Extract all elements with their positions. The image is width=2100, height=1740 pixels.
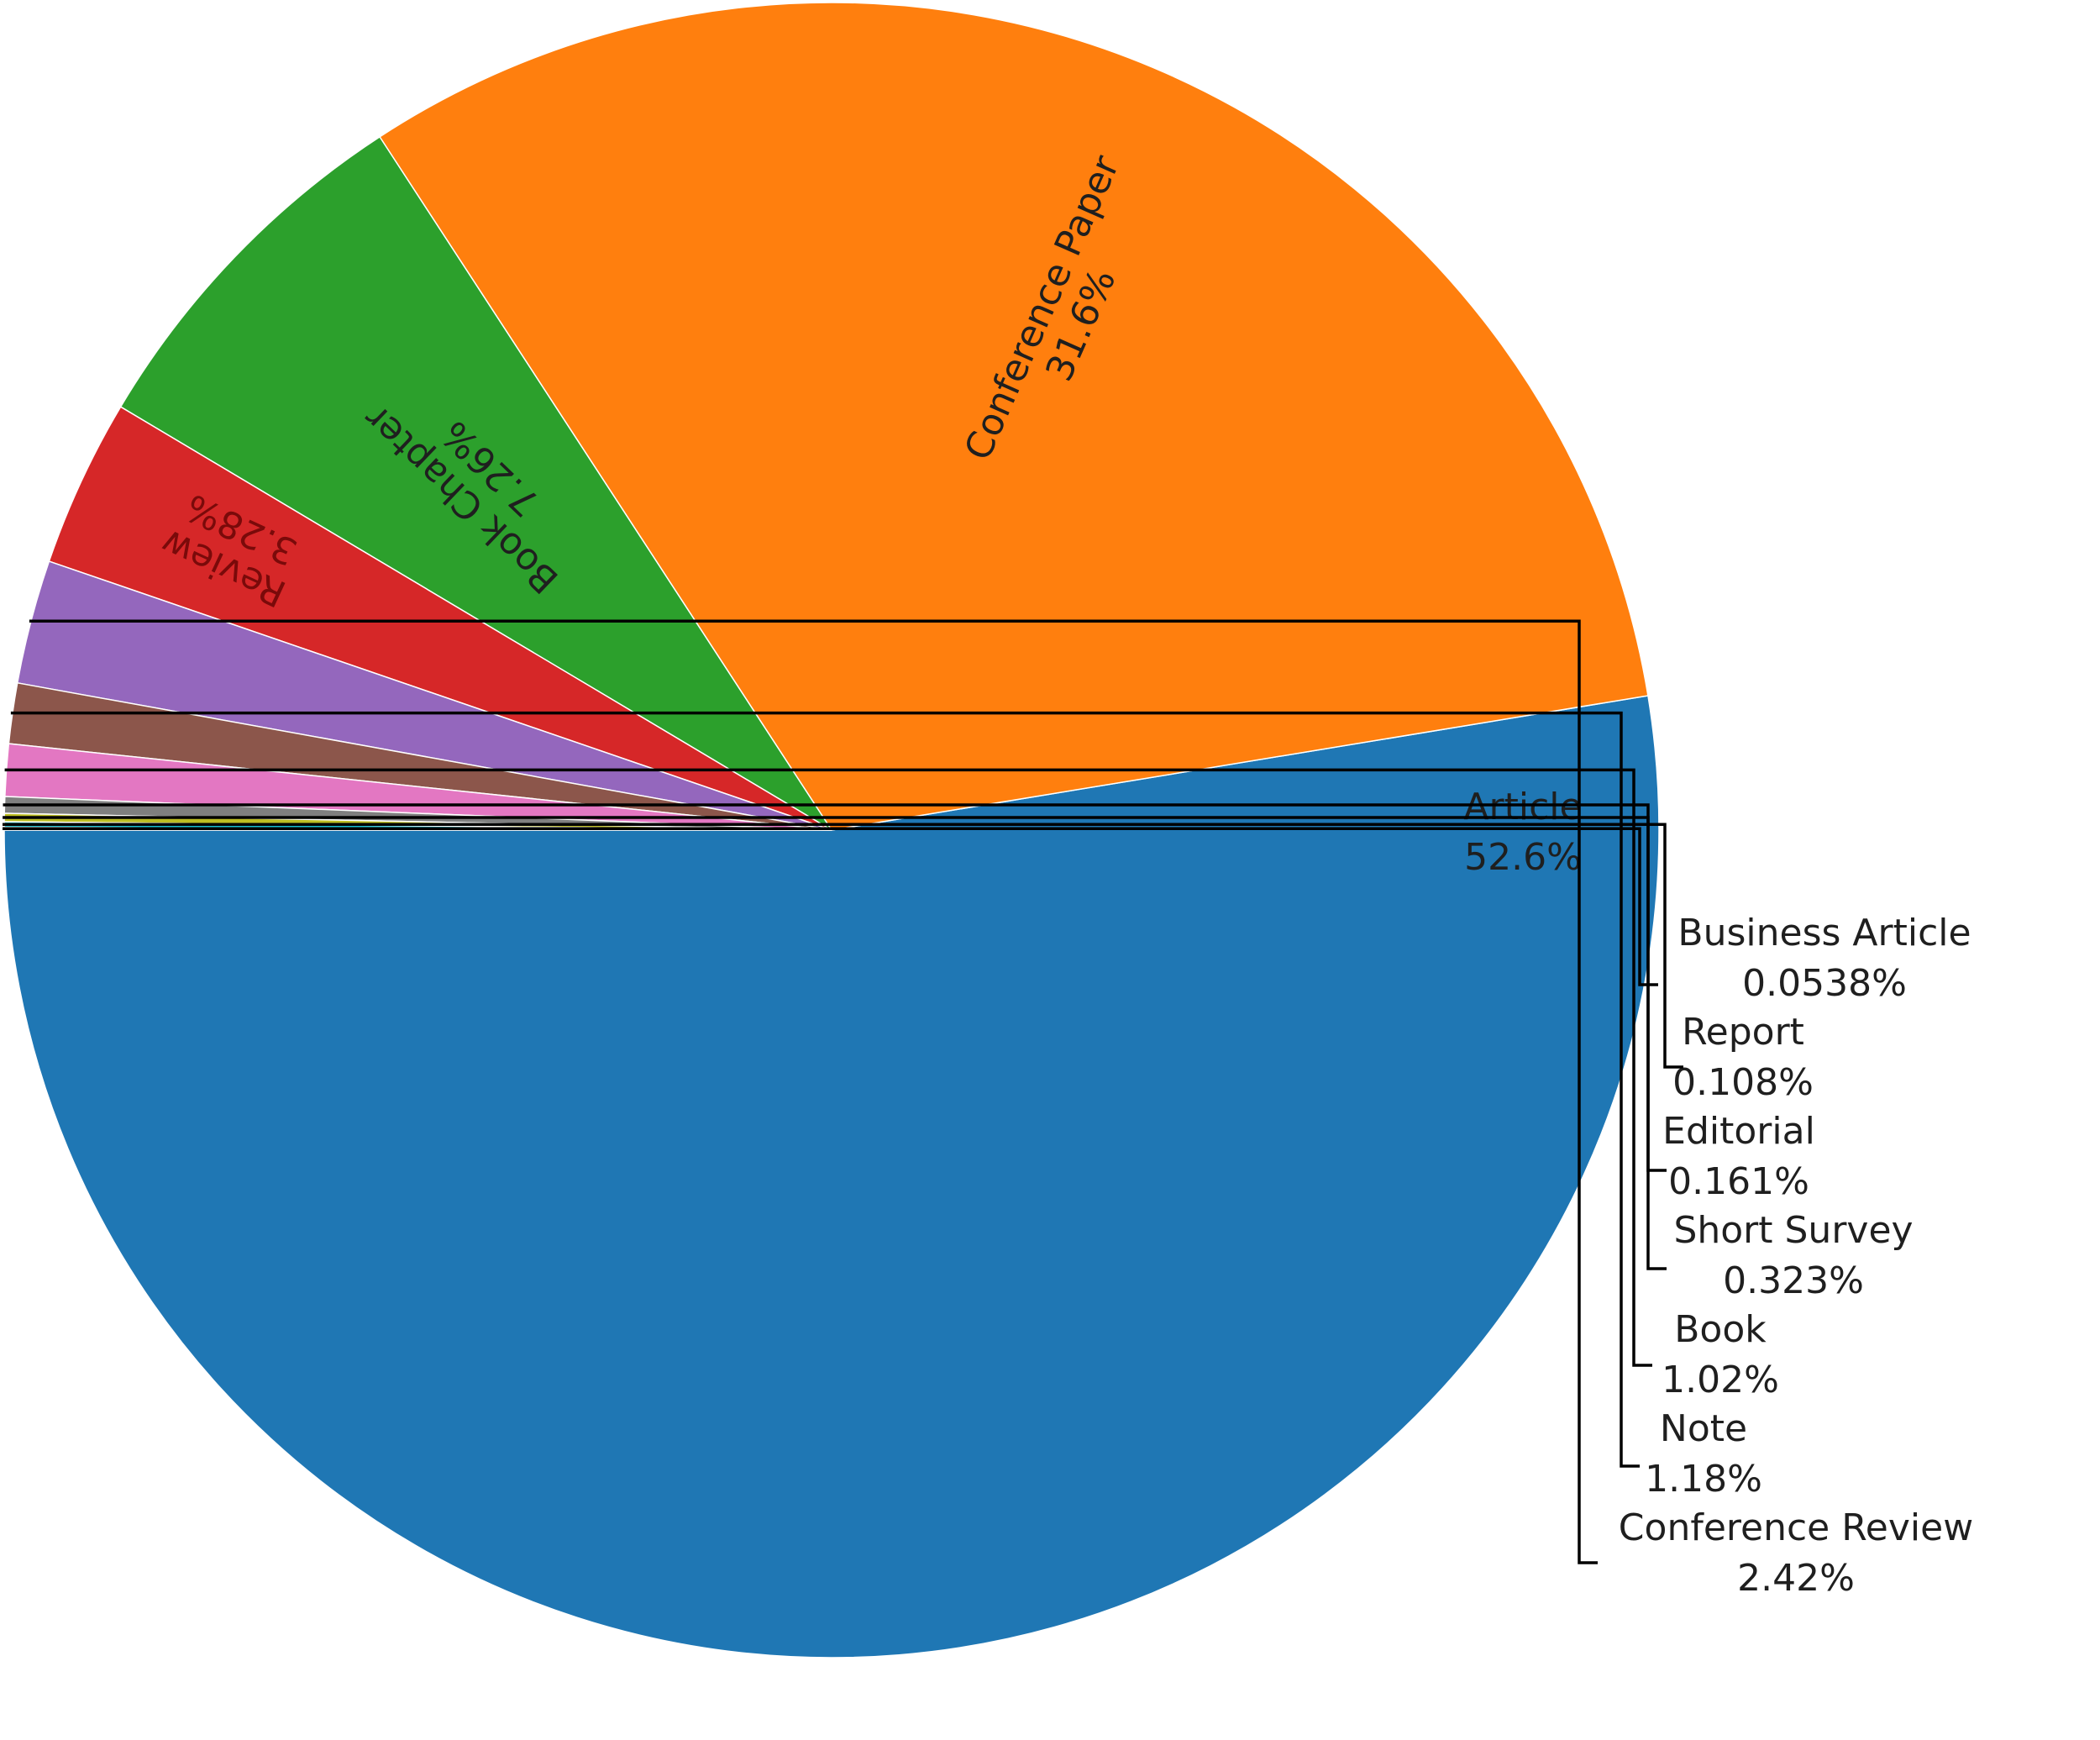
label-report-value: 0.108% xyxy=(1672,1061,1814,1104)
slice-book-chapter xyxy=(119,135,832,831)
leader-lines xyxy=(3,619,1683,1564)
label-note: Note 1.18% xyxy=(1645,1407,1762,1501)
label-short-survey: Short Survey 0.323% xyxy=(1673,1209,1913,1302)
leader-report xyxy=(3,823,1683,1069)
label-book: Book 1.02% xyxy=(1662,1308,1779,1401)
label-editorial-value: 0.161% xyxy=(1668,1160,1809,1203)
label-conference-review-name: Conference Review xyxy=(1619,1506,1973,1549)
label-business-article: Business Article 0.0538% xyxy=(1677,912,1971,1005)
label-article-value: 52.6% xyxy=(1464,836,1582,879)
label-conference-review: Conference Review 2.42% xyxy=(1619,1506,1973,1600)
label-short-survey-name: Short Survey xyxy=(1673,1209,1913,1252)
label-report: Report 0.108% xyxy=(1672,1011,1814,1104)
label-book-name: Book xyxy=(1674,1308,1767,1351)
label-editorial: Editorial 0.161% xyxy=(1662,1110,1815,1203)
label-article-name: Article xyxy=(1463,786,1582,828)
leader-book xyxy=(4,768,1652,1367)
leader-short-survey xyxy=(3,803,1667,1270)
label-business-article-name: Business Article xyxy=(1677,912,1971,954)
label-short-survey-value: 0.323% xyxy=(1723,1259,1864,1302)
leader-conference-review xyxy=(29,619,1598,1564)
label-article: Article 52.6% xyxy=(1463,786,1582,879)
label-conference-review-value: 2.42% xyxy=(1737,1557,1855,1600)
slice-article xyxy=(3,695,1660,1659)
leader-note xyxy=(10,711,1640,1468)
label-report-name: Report xyxy=(1682,1011,1804,1054)
label-note-name: Note xyxy=(1660,1407,1747,1450)
label-book-value: 1.02% xyxy=(1662,1359,1779,1401)
label-note-value: 1.18% xyxy=(1645,1458,1762,1501)
label-editorial-name: Editorial xyxy=(1662,1110,1815,1153)
pie-slices xyxy=(3,2,1660,1659)
label-business-article-value: 0.0538% xyxy=(1742,962,1907,1005)
